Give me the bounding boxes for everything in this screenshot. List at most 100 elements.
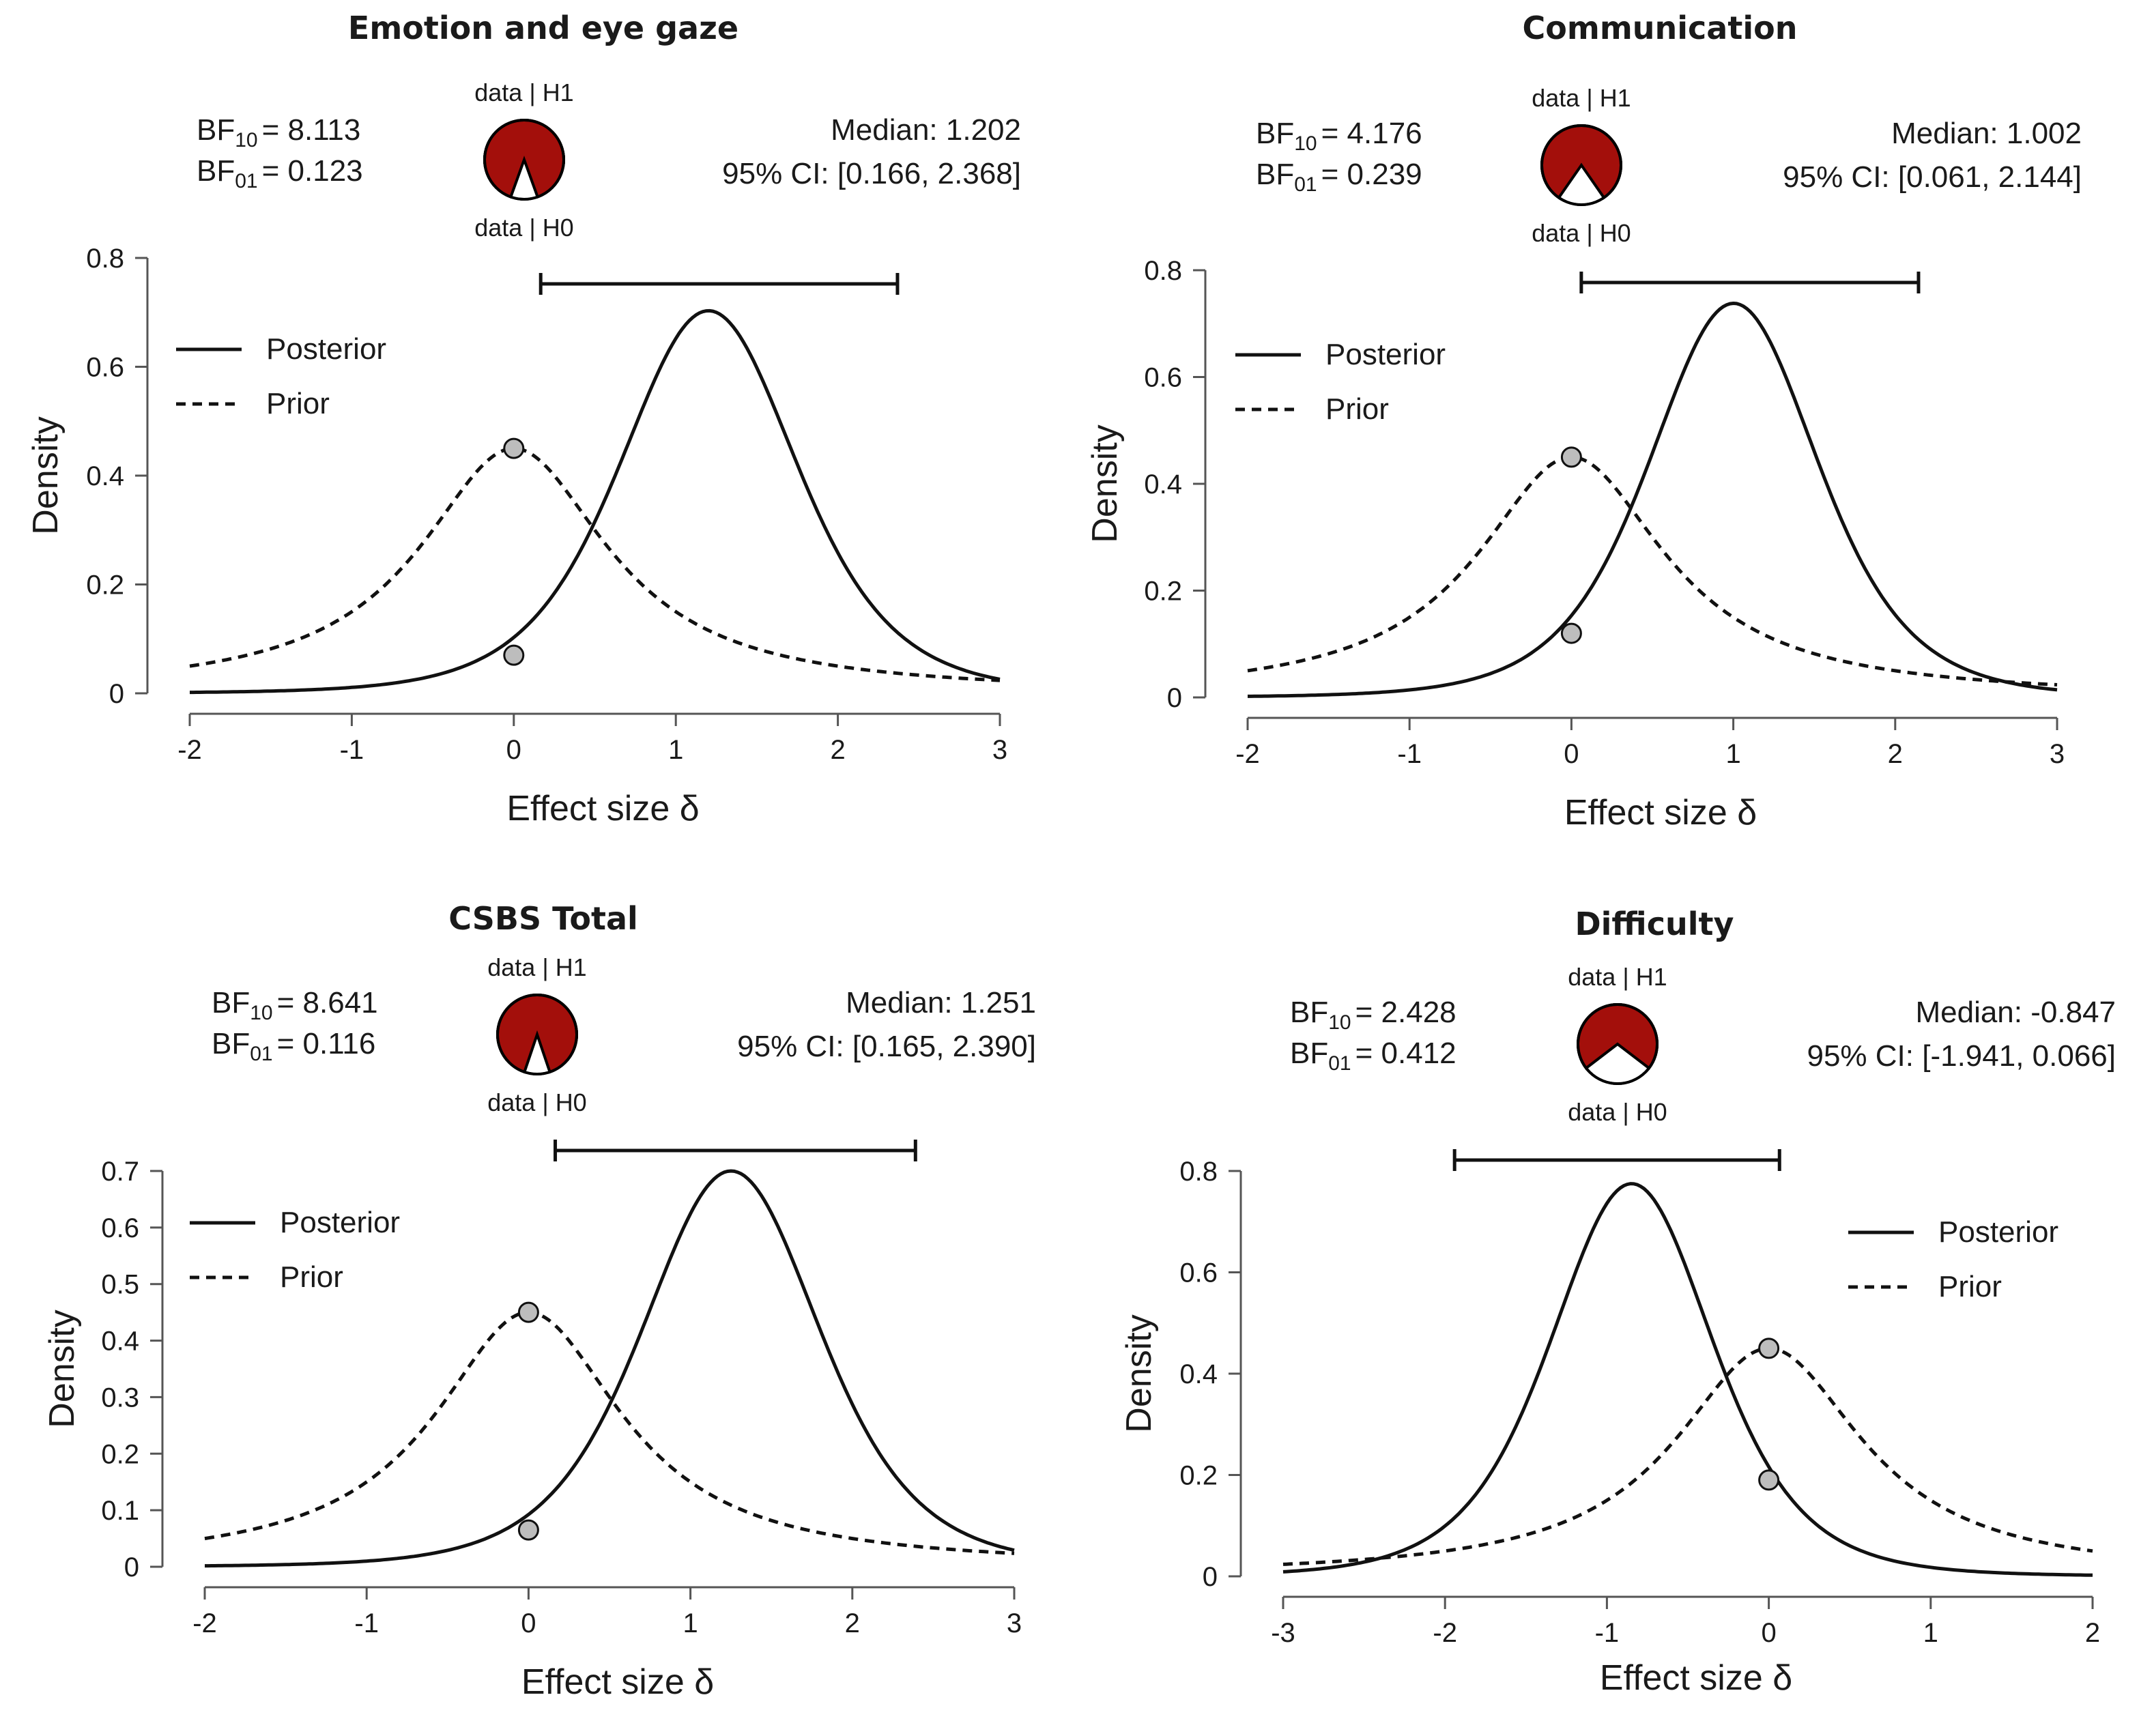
x-tick-label: 3 [1007,1608,1022,1638]
bf10-label: BF10 = 4.176 [1256,117,1422,155]
x-tick-label: -2 [1433,1618,1457,1648]
posterior-median-label: Median: 1.251 [846,986,1036,1019]
bf01-label: BF01 = 0.412 [1290,1037,1456,1075]
x-tick-label: 1 [1725,739,1740,769]
credible-interval-label: 95% CI: [0.166, 2.368] [722,157,1021,190]
posterior-density-point [503,644,525,666]
x-tick-label: 2 [1888,739,1903,769]
y-tick-label: 0.6 [1179,1258,1218,1288]
pie-outline [1540,124,1622,206]
pie-outline [496,994,578,1075]
pie-h1-label: data | H1 [1532,84,1631,112]
pie-h0-label: data | H0 [487,1088,586,1116]
prior-curve [1247,455,2058,686]
x-tick-label: -2 [177,735,202,765]
x-tick-label: 3 [2050,739,2065,769]
x-tick-label: 1 [668,735,683,765]
x-tick-label: 0 [1564,739,1579,769]
pie-h0-label: data | H0 [1532,219,1631,247]
bf10-label: BF10 = 8.641 [212,986,378,1024]
prior-curve [1282,1346,2093,1566]
y-tick-label: 0.8 [1144,256,1182,286]
y-tick-label: 0.2 [86,570,124,601]
x-tick-label: -2 [192,1608,217,1638]
y-axis-label: Density [42,1310,82,1428]
y-axis-label: Density [26,416,66,534]
x-tick-label: -1 [340,735,364,765]
y-tick-label: 0.6 [1144,363,1182,393]
pie-h0-label: data | H0 [1568,1098,1667,1126]
posterior-median-label: Median: 1.002 [1891,117,2082,150]
x-axis-label: Effect size δ [1600,1658,1792,1698]
x-tick-label: 2 [830,735,845,765]
y-tick-label: 0.5 [101,1270,139,1300]
x-tick-label: 1 [683,1608,698,1638]
x-tick-label: 0 [521,1608,536,1638]
posterior-curve [190,308,1001,695]
y-axis-label: Density [1119,1314,1159,1432]
posterior-median-label: Median: 1.202 [831,113,1021,147]
posterior-density-point [517,1519,539,1541]
x-axis-label: Effect size δ [506,789,699,828]
x-tick-label: 0 [506,735,521,765]
y-tick-label: 0.1 [101,1496,139,1526]
chart-title: CSBS Total [448,900,638,937]
x-axis-label: Effect size δ [1564,793,1757,833]
credible-interval-label: 95% CI: [0.061, 2.144] [1783,160,2082,194]
legend-posterior-label: Posterior [1938,1215,2058,1249]
y-tick-label: 0.7 [101,1157,139,1187]
y-tick-label: 0 [124,1552,139,1582]
posterior-density-point [1758,1469,1780,1491]
legend-prior-label: Prior [1325,392,1389,426]
prior-curve [204,1310,1015,1555]
x-tick-label: 2 [2085,1618,2100,1648]
y-tick-label: 0.6 [86,353,124,383]
x-tick-label: -1 [1595,1618,1620,1648]
legend-posterior-label: Posterior [280,1206,400,1239]
pie-h1-label: data | H1 [487,953,586,981]
bf10-label: BF10 = 2.428 [1290,996,1456,1034]
y-tick-label: 0 [1167,683,1182,713]
x-tick-label: -1 [354,1608,379,1638]
legend-prior-label: Prior [1938,1270,2002,1303]
legend-posterior-label: Posterior [1325,338,1446,371]
posterior-curve [1248,301,2058,698]
prior-density-point [503,437,525,459]
credible-interval-label: 95% CI: [-1.941, 0.066] [1807,1039,2116,1073]
bf01-label: BF01 = 0.116 [212,1027,375,1065]
y-tick-label: 0.2 [101,1439,139,1469]
y-tick-label: 0 [109,679,124,709]
chart-title: Emotion and eye gaze [348,10,738,46]
y-tick-label: 0.3 [101,1383,139,1413]
prior-curve [189,446,1001,682]
prior-density-point [517,1301,539,1323]
y-tick-label: 0.4 [1144,469,1182,500]
y-tick-label: 0.4 [101,1327,139,1357]
x-tick-label: -1 [1397,739,1422,769]
x-tick-label: 0 [1761,1618,1776,1648]
posterior-median-label: Median: -0.847 [1915,996,2116,1029]
posterior-density-point [1560,622,1582,644]
y-tick-label: 0.4 [1179,1359,1218,1389]
y-tick-label: 0.4 [86,461,124,491]
pie-outline [483,119,565,201]
pie-h0-label: data | H0 [474,214,573,242]
prior-density-point [1560,446,1582,468]
y-tick-label: 0.2 [1179,1461,1218,1491]
y-tick-label: 0.8 [86,244,124,274]
prior-density-point [1758,1337,1780,1359]
x-tick-label: 1 [1923,1618,1938,1648]
x-tick-label: -2 [1235,739,1260,769]
y-tick-label: 0.8 [1179,1157,1218,1187]
pie-h1-label: data | H1 [1568,963,1667,991]
x-tick-label: 2 [845,1608,860,1638]
y-axis-label: Density [1085,424,1125,542]
posterior-curve [205,1169,1015,1568]
y-tick-label: 0.2 [1144,577,1182,607]
bf01-label: BF01 = 0.123 [197,154,363,192]
legend-prior-label: Prior [280,1260,343,1294]
